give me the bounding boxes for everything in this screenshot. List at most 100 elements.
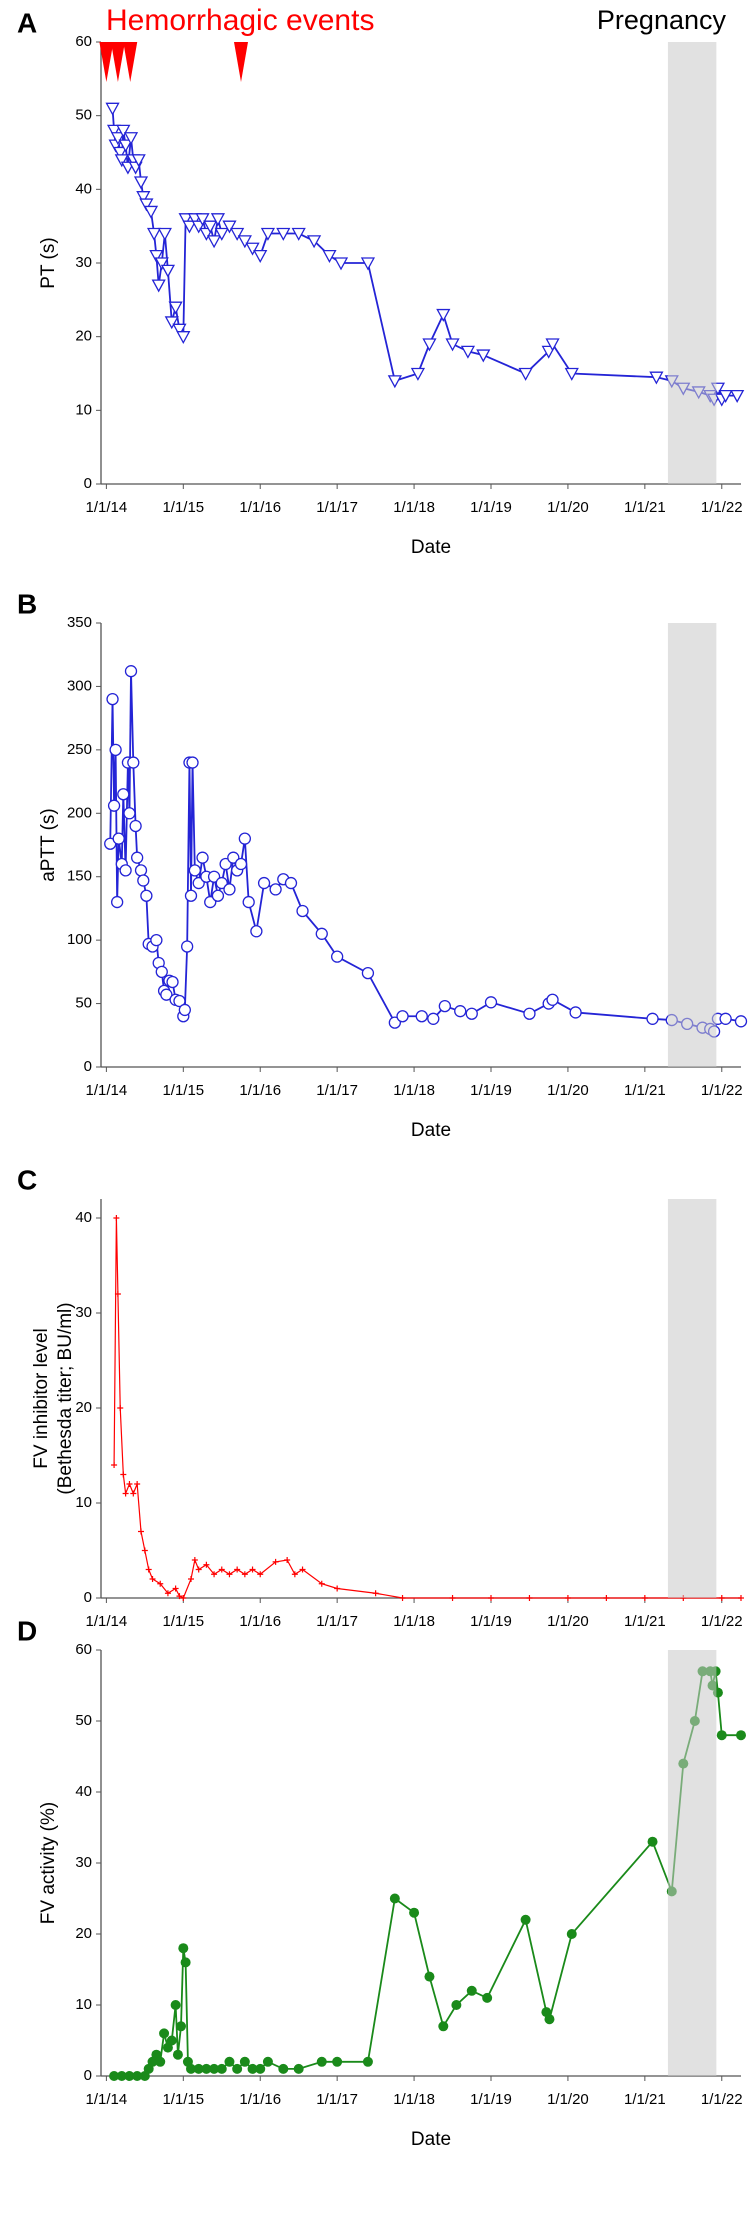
marker bbox=[222, 220, 237, 234]
marker bbox=[133, 176, 149, 190]
event-marker bbox=[110, 42, 125, 82]
marker bbox=[436, 308, 451, 322]
marker bbox=[299, 1566, 306, 1573]
marker bbox=[124, 2071, 135, 2081]
marker bbox=[166, 2035, 177, 2046]
x-tick-label: 1/1/14 bbox=[86, 1613, 128, 1630]
marker bbox=[399, 1595, 406, 1601]
event-marker bbox=[234, 42, 248, 82]
x-axis-label: Date bbox=[411, 1120, 451, 1141]
marker bbox=[269, 883, 282, 896]
marker bbox=[476, 349, 491, 363]
marker bbox=[195, 1566, 202, 1573]
marker bbox=[237, 235, 252, 249]
marker bbox=[119, 864, 132, 877]
marker bbox=[438, 2021, 449, 2032]
marker bbox=[262, 2056, 273, 2067]
marker bbox=[157, 1580, 164, 1587]
marker bbox=[546, 993, 559, 1006]
marker bbox=[276, 227, 291, 241]
marker bbox=[178, 1943, 189, 1954]
marker bbox=[291, 1571, 298, 1578]
x-tick-label: 1/1/15 bbox=[162, 499, 204, 516]
y-tick-label: 200 bbox=[67, 804, 92, 821]
marker bbox=[223, 883, 236, 896]
marker bbox=[145, 1566, 152, 1573]
marker bbox=[209, 2063, 220, 2074]
marker bbox=[333, 257, 349, 271]
marker bbox=[118, 139, 133, 153]
x-tick-label: 1/1/16 bbox=[239, 1613, 281, 1630]
marker bbox=[120, 1471, 127, 1478]
marker bbox=[140, 889, 153, 902]
marker bbox=[278, 2063, 289, 2074]
y-tick-label: 20 bbox=[75, 328, 92, 345]
y-tick-label: 40 bbox=[75, 1783, 92, 1800]
marker bbox=[451, 2000, 462, 2010]
marker bbox=[172, 1585, 179, 1592]
marker bbox=[172, 323, 187, 337]
event-marker bbox=[123, 42, 138, 82]
marker bbox=[182, 220, 197, 234]
marker bbox=[176, 1593, 183, 1600]
marker bbox=[449, 1595, 456, 1601]
marker bbox=[306, 235, 322, 249]
x-tick-label: 1/1/19 bbox=[470, 499, 512, 516]
marker bbox=[131, 154, 146, 168]
marker bbox=[438, 999, 451, 1013]
marker bbox=[126, 1481, 133, 1487]
marker bbox=[203, 1561, 210, 1568]
marker bbox=[422, 338, 437, 352]
marker bbox=[151, 279, 166, 293]
marker bbox=[114, 154, 129, 168]
x-tick-label: 1/1/20 bbox=[547, 2091, 589, 2108]
marker bbox=[124, 665, 138, 678]
marker bbox=[186, 2063, 196, 2074]
x-tick-label: 1/1/18 bbox=[393, 1082, 435, 1099]
marker bbox=[389, 1893, 400, 1904]
marker bbox=[564, 367, 579, 381]
x-tick-label: 1/1/14 bbox=[86, 499, 128, 516]
y-tick-label: 300 bbox=[67, 677, 92, 694]
marker bbox=[332, 2056, 343, 2067]
marker bbox=[131, 851, 144, 864]
marker bbox=[322, 249, 337, 263]
marker bbox=[362, 2056, 373, 2067]
x-tick-label: 1/1/15 bbox=[162, 2091, 204, 2108]
marker bbox=[216, 2063, 227, 2074]
x-tick-label: 1/1/18 bbox=[393, 499, 435, 516]
marker bbox=[107, 799, 121, 812]
marker bbox=[188, 1576, 194, 1582]
y-tick-label: 30 bbox=[75, 254, 92, 271]
x-tick-label: 1/1/18 bbox=[393, 2091, 435, 2108]
y-tick-label: 0 bbox=[84, 2067, 92, 2084]
marker bbox=[164, 1590, 171, 1597]
marker bbox=[160, 264, 176, 278]
marker bbox=[141, 1547, 148, 1554]
marker bbox=[193, 2063, 204, 2074]
marker bbox=[409, 1907, 420, 1918]
marker bbox=[154, 257, 169, 271]
x-tick-label: 1/1/15 bbox=[162, 1613, 204, 1630]
x-axis-label: Date bbox=[411, 2129, 451, 2150]
marker bbox=[157, 227, 172, 241]
x-tick-label: 1/1/15 bbox=[162, 1082, 204, 1099]
marker bbox=[132, 2071, 143, 2081]
x-tick-label: 1/1/16 bbox=[239, 1082, 281, 1099]
y-tick-label: 10 bbox=[75, 1494, 92, 1511]
marker bbox=[164, 316, 179, 330]
marker bbox=[109, 743, 122, 757]
marker bbox=[569, 1006, 582, 1019]
marker bbox=[172, 2049, 183, 2060]
marker bbox=[716, 1730, 727, 1741]
marker bbox=[284, 876, 298, 890]
x-tick-label: 1/1/14 bbox=[86, 2091, 128, 2108]
y-tick-label: 150 bbox=[67, 868, 92, 885]
x-tick-label: 1/1/16 bbox=[239, 499, 281, 516]
marker bbox=[136, 191, 151, 205]
x-tick-label: 1/1/22 bbox=[701, 499, 743, 516]
marker bbox=[242, 895, 255, 909]
marker bbox=[566, 1929, 577, 1939]
marker bbox=[427, 1012, 440, 1025]
y-tick-label: 20 bbox=[75, 1925, 92, 1942]
